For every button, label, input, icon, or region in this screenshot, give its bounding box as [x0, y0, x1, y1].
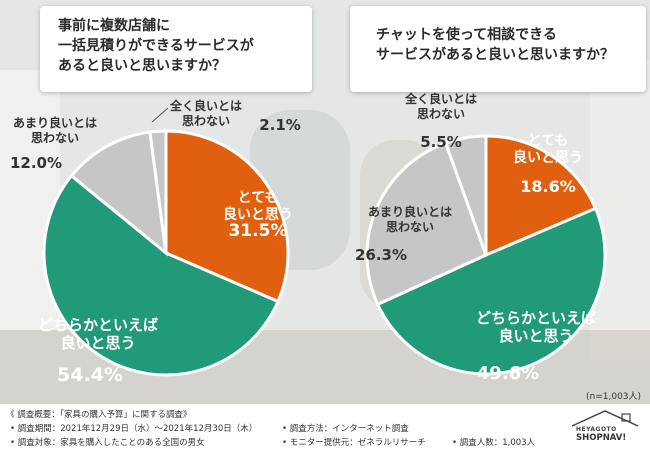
logo-text-top: HEYAGOTO: [576, 426, 617, 433]
pie1-category-label-4: 全く良いとは思わない: [169, 98, 242, 128]
survey-count: • 調査人数：1,003人: [452, 438, 536, 448]
leader-line: [151, 107, 169, 123]
pie2-category-label-1: とても良いと思う: [513, 133, 583, 166]
question-card-1: 事前に複数店舗に 一括見積りができるサービスが あると良いと思いますか？: [40, 6, 312, 92]
survey-target: • 調査対象：家具を購入したことのある全国の男女: [10, 438, 205, 448]
question-2-title: チャットを使って相談できる サービスがあると良いと思いますか？: [376, 27, 614, 63]
logo-text-main: SHOPNAV!: [576, 433, 627, 443]
pie1-slice-1: [164, 129, 290, 304]
sample-size-note: (n=1,003人): [586, 392, 642, 402]
pie2-category-label-3: あまり良いとは思わない: [368, 204, 452, 234]
pie2-slice-1: [484, 134, 598, 258]
pie2-category-label-2: どちらかといえば良いと思う: [476, 309, 596, 345]
pie1-category-label-2: どちらかといえば良いと思う: [38, 316, 158, 352]
pie2-slice-4: [443, 134, 488, 256]
pie2-value-label-1: 18.6%: [520, 177, 576, 196]
pie1-value-label-1: 31.5%: [229, 221, 288, 241]
house-icon: [571, 410, 639, 427]
pie2-slice-3: [365, 141, 488, 307]
pie2-value-label-3: 26.3%: [355, 246, 407, 264]
pie2-value-label-2: 49.6%: [477, 363, 539, 384]
survey-footer: 《 調査概要：「家具の購入予算」に関する調査》 • 調査期間：2021年12月2…: [0, 404, 650, 450]
pie-labels: とても良いと思う31.5%どちらかといえば良いと思う54.4%あまり良いとは思わ…: [10, 91, 596, 386]
survey-provider: • モニター提供元：ゼネラルリサーチ: [282, 438, 426, 448]
pie1-value-label-4: 2.1%: [259, 116, 301, 134]
pie-chart-1: [42, 129, 290, 377]
question-1-title: 事前に複数店舗に 一括見積りができるサービスが あると良いと思いますか？: [58, 18, 254, 74]
pie2-category-label-4: 全く良いとは思わない: [404, 91, 477, 121]
question-card-2: チャットを使って相談できる サービスがあると良いと思いますか？: [350, 6, 646, 92]
pie-chart-2: [365, 134, 607, 376]
shopnavi-logo: HEYAGOTO SHOPNAV!: [568, 408, 642, 446]
pie1-slice-3: [69, 130, 168, 257]
survey-method: • 調査方法：インターネット調査: [282, 424, 409, 434]
pie2-value-label-4: 5.5%: [420, 133, 462, 151]
pie1-slice-4: [148, 129, 168, 254]
pie1-slice-2: [42, 173, 280, 377]
pie1-value-label-2: 54.4%: [57, 364, 123, 386]
pie2-slice-2: [375, 206, 607, 376]
pie1-category-label-1: とても良いと思う: [223, 190, 293, 223]
pie1-value-label-3: 12.0%: [10, 154, 62, 172]
pie1-category-label-3: あまり良いとは思わない: [13, 115, 97, 145]
survey-period: • 調査期間：2021年12月29日（水）～2021年12月30日（木）: [10, 424, 258, 434]
survey-title: 《 調査概要：「家具の購入予算」に関する調査》: [6, 410, 192, 420]
